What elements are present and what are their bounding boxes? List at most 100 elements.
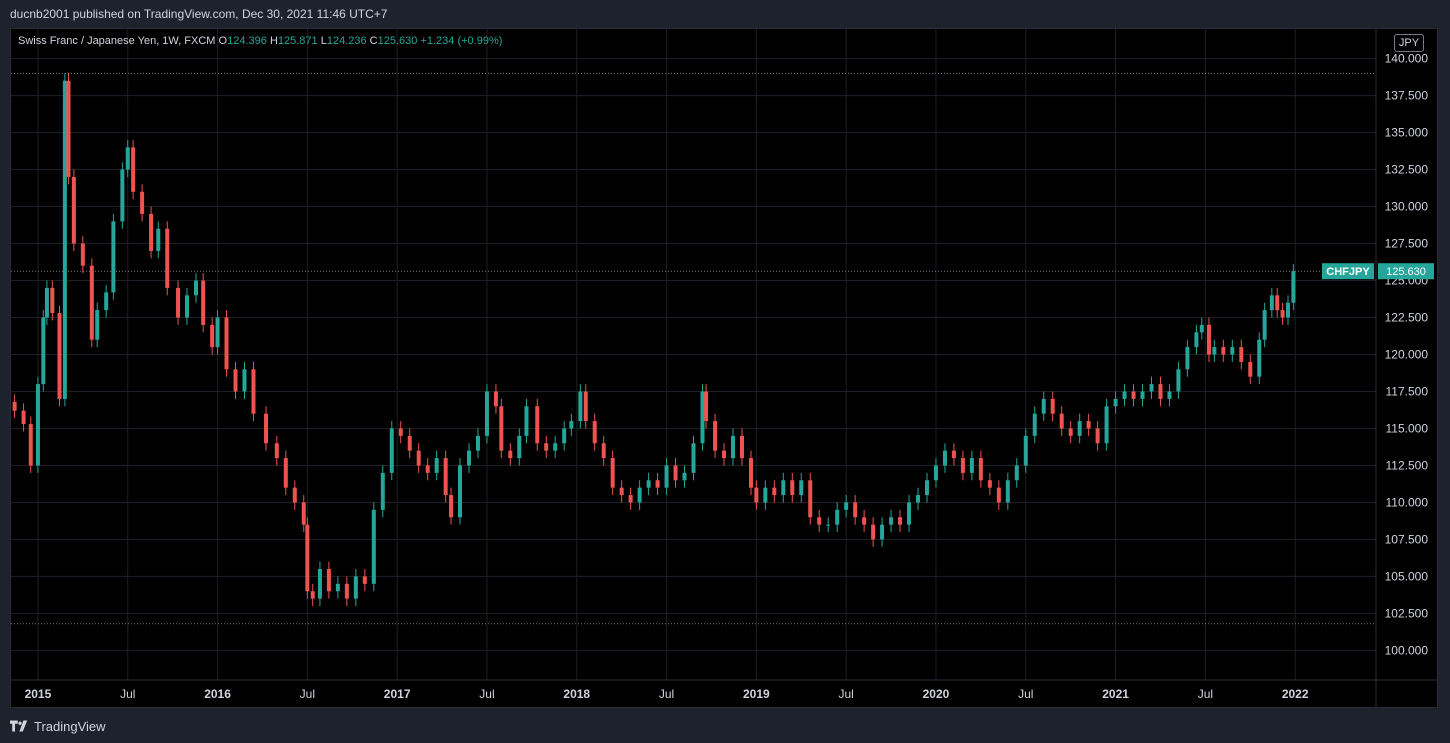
candle-body [1230,347,1235,355]
time-tick-label: Jul [1198,687,1213,701]
candle-body [111,221,116,293]
candle-body [1248,361,1253,377]
candle-body [1275,295,1280,311]
candle-body [817,517,822,525]
price-tick-label: 115.000 [1386,421,1429,435]
candle-body [104,292,109,311]
candle-body [508,450,513,459]
candle-body [1077,421,1082,436]
candle-body [880,524,885,540]
candle-body [1199,324,1204,333]
candle-body [1221,347,1226,355]
candle-body [71,176,76,244]
candle-body [996,487,1001,503]
candle-body [1194,332,1199,348]
time-tick-label: 2015 [25,687,52,701]
candle-body [601,443,606,459]
candle-body [264,413,269,444]
candle-body [907,502,912,525]
price-tick-label: 137.500 [1385,89,1429,103]
candle-body [389,428,394,473]
price-tick-label: 110.000 [1386,495,1429,509]
candle-body [416,450,421,466]
candle-body [713,421,718,451]
candle-body [251,369,256,414]
time-tick-label: Jul [838,687,853,701]
candle-body [66,80,71,177]
price-tag-text: 125.630 [1386,266,1426,278]
candle-body [1206,324,1211,355]
legend-symbol: Swiss Franc / Japanese Yen, 1W, FXCM [18,35,216,47]
candle-body [916,495,921,503]
candle-body [772,487,777,496]
candle-body [578,391,583,422]
candle-body [1140,391,1145,399]
symbol-tag-text: CHFJPY [1326,266,1370,278]
price-axis: 100.000 102.500 105.000 107.500 110.000 112.5… [1375,29,1429,708]
candle-body [1269,295,1274,311]
candle-body [125,147,130,170]
candle-body [283,458,288,488]
candle-body [292,487,297,503]
candle-body [458,465,463,518]
candle-body [799,480,804,496]
publisher-line: ducnb2001 published on TradingView.com, … [10,7,388,21]
candle-body [969,458,974,473]
candle-body [619,487,624,496]
candle-body [193,280,198,296]
candle-body [951,450,956,459]
legend-c-label: C [369,35,378,47]
footer-brand: TradingView [34,718,106,734]
legend-o-label: O [218,35,228,47]
candle-body [553,443,558,451]
candle-body [140,191,145,214]
candle-body [544,443,549,451]
candle-body [637,487,642,503]
candle-body [41,317,46,385]
time-tick-label: Jul [120,687,135,701]
last-price-tag: CHFJPY 125.630 [1322,263,1434,280]
candle-body [1262,310,1267,340]
candle-body [960,458,965,473]
candle-body [1185,347,1190,370]
chart-frame[interactable] [10,28,1438,708]
candle-body [301,502,306,525]
candle-body [344,583,349,599]
candle-body [862,517,867,525]
candle-body [310,591,315,599]
candle-body [655,480,660,488]
candle-body [371,509,376,584]
top-bar: ducnb2001 published on TradingView.com, … [0,0,1450,28]
currency-button[interactable]: JPY [1394,34,1424,52]
candle-body [691,443,696,473]
price-tick-label: 100.000 [1385,643,1429,657]
time-tick-label: Jul [659,687,674,701]
candle-body [215,317,220,348]
candle-body [201,280,206,325]
candle-body [781,480,786,496]
candle-body [50,287,55,314]
candle-body [1068,428,1073,436]
candle-body [466,450,471,466]
candle-body [120,169,125,222]
candle-body [317,569,322,599]
candle-body [628,495,633,503]
time-axis: 2015 Jul 2016 Jul 2017 Jul 2018 Jul 2019 Jul 2020 J… [11,679,1438,701]
candle-body [131,147,136,192]
candle-body [535,406,540,444]
candle-body [335,583,340,592]
candle-body [826,524,831,526]
candle-body [95,310,100,340]
candle-body [35,384,40,466]
tradingview-logo-icon [10,720,28,732]
price-tick-label: 140.000 [1385,52,1429,66]
candle-body [835,509,840,525]
footer: TradingView [10,716,106,736]
candle-body [1059,413,1064,429]
candle-body [1014,465,1019,481]
candle-body [704,391,709,422]
candle-body [499,406,504,451]
legend-h-label: H [269,35,278,47]
price-tick-label: 122.500 [1385,311,1429,325]
